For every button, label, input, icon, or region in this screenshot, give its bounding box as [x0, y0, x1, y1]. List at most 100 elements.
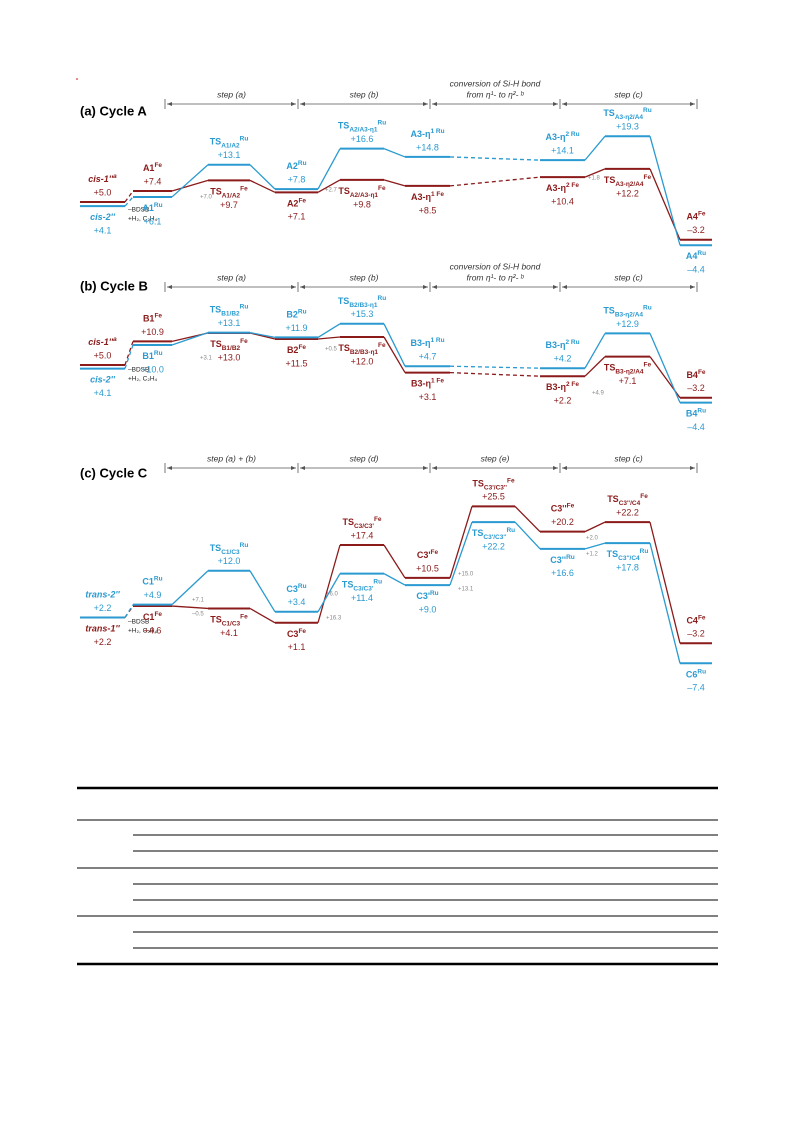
species-sup: Fe [507, 477, 515, 484]
species-name: C3'' [551, 504, 567, 514]
arrow-head [300, 102, 305, 106]
species-sup: Fe [154, 611, 162, 618]
connector [514, 521, 541, 550]
species-sub: C3'/C3'' [484, 484, 508, 491]
species-sup: 1 Ru [430, 128, 444, 135]
species-sup: Ru [506, 527, 515, 534]
barrier-note: +7.1 [192, 598, 205, 604]
energy-value: +13.1 [218, 318, 241, 328]
species-label: TSC3/C3'Ru [342, 578, 382, 592]
species-name: cis-2'' [90, 213, 116, 223]
species-name: C3 [287, 629, 299, 639]
species-sup: Ru [298, 308, 307, 315]
species-label: TSC3'/C3''Fe [472, 477, 515, 491]
species-label: B3-η1 Fe [411, 377, 444, 389]
step-label: step (a) [217, 89, 246, 99]
species-name: trans-1'' [85, 624, 120, 634]
energy-panel: (b) Cycle B step (a) step (b) conversion of… [80, 261, 712, 432]
species-label: TSC3'/C3''Ru [472, 527, 515, 541]
arrow-head [553, 285, 558, 289]
energy-value: +4.6 [144, 625, 162, 635]
species-label: A3-η2 Ru [545, 131, 579, 143]
species-label: C3'Fe [417, 549, 439, 561]
energy-value: +12.9 [616, 319, 639, 329]
connector [449, 371, 541, 377]
species-name: B4 [686, 409, 698, 419]
species-sup: Ru [378, 119, 387, 126]
energy-value: –3.2 [687, 225, 705, 235]
species-label: A4Ru [686, 250, 706, 262]
connector [317, 148, 341, 190]
step-label: step (e) [481, 453, 510, 463]
species-name: TS [210, 543, 222, 553]
species-label: C3Ru [286, 583, 306, 595]
arrow-head [300, 466, 305, 470]
species-name: TS [210, 339, 222, 349]
species-sup: Fe [698, 614, 706, 621]
arrow-head [423, 466, 428, 470]
species-sup: Ru [154, 575, 163, 582]
species-sup: 1 Ru [430, 337, 444, 344]
species-sub: A2/A3-η1 [349, 126, 378, 133]
species-name: B4 [686, 370, 698, 380]
species-label: TSB3-η2/A4Ru [603, 304, 651, 318]
species-name: TS [607, 494, 619, 504]
arrow-head [562, 285, 567, 289]
arrow-head [432, 466, 437, 470]
species-sup: Fe [240, 185, 248, 192]
energy-value: +22.2 [482, 541, 505, 551]
energy-value: +11.9 [285, 323, 307, 333]
connector [249, 164, 276, 190]
species-sup: Ru [643, 304, 652, 311]
species-name: TS [603, 306, 615, 316]
barrier-note: –0.5 [192, 612, 204, 618]
species-sup: Ru [240, 135, 249, 142]
connector [449, 521, 473, 586]
species-label: B1Ru [142, 350, 162, 362]
species-sub: B3-η2/A4 [615, 311, 644, 318]
reagent-note: +H₂, C₂H₄ [128, 376, 158, 383]
species-name: TS [338, 296, 350, 306]
energy-panel: (a) Cycle A step (a) step (b) conversion of… [80, 78, 712, 275]
empty-table [77, 786, 718, 966]
species-sub: B3-η2/A4 [615, 368, 644, 375]
energy-value: +17.4 [351, 530, 374, 540]
species-sup: Ru [373, 578, 382, 585]
species-label: TSC1/C3Fe [210, 613, 248, 627]
connector [383, 336, 406, 373]
species-label: C4Fe [686, 614, 705, 626]
step-label: step (a) [217, 272, 246, 282]
species-sub: B2/B3-η1 [349, 302, 378, 309]
species-label: B3-η1 Ru [410, 337, 444, 349]
connector [171, 179, 209, 192]
species-label: A4Fe [686, 210, 705, 222]
species-name: TS [210, 187, 222, 197]
species-sup: Fe [298, 627, 306, 634]
connector [383, 323, 406, 367]
energy-value: +5.0 [94, 187, 112, 197]
species-label: cis-2'' [90, 213, 116, 223]
species-sup: Ru [240, 541, 249, 548]
species-name: cis-1'' [88, 174, 114, 184]
species-sup: Fe [154, 162, 162, 169]
connector [584, 135, 606, 161]
species-name: C6 [686, 670, 698, 680]
dot [76, 78, 78, 80]
species-name: TS [603, 109, 615, 119]
species-label: TSC3/C3'Fe [342, 516, 381, 530]
energy-value: +1.1 [288, 642, 306, 652]
connector [584, 356, 606, 377]
species-name: A3-η [546, 184, 566, 194]
connector [449, 365, 541, 369]
species-label: C3Fe [287, 627, 306, 639]
connector [514, 505, 541, 533]
connector [383, 179, 406, 187]
connector [124, 196, 134, 207]
species-label: B2Ru [286, 308, 306, 320]
species-name: A4 [686, 252, 698, 262]
barrier-note: +7.0 [200, 195, 213, 201]
energy-value: +12.0 [351, 356, 374, 366]
barrier-note: +2.7 [325, 188, 338, 194]
reagent-note: –BDSB [128, 367, 149, 374]
